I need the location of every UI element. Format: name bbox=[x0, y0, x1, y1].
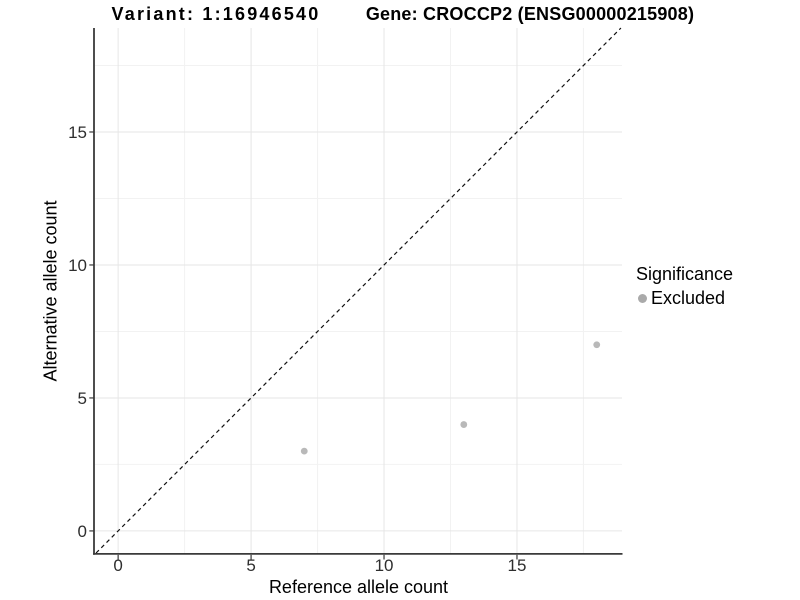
y-axis-title: Alternative allele count bbox=[40, 200, 61, 382]
x-axis-tick-label: 15 bbox=[508, 556, 527, 575]
y-axis-tick-label: 5 bbox=[78, 389, 87, 408]
data-point bbox=[593, 341, 601, 349]
plot-title-variant: Variant: 1:16946540 bbox=[111, 4, 321, 24]
data-point bbox=[460, 421, 468, 428]
plot-title-gene: Gene: CROCCP2 (ENSG00000215908) bbox=[365, 4, 695, 24]
legend-title: Significance bbox=[636, 264, 734, 284]
x-axis-tick-label: 0 bbox=[113, 556, 122, 575]
y-axis-tick-label: 15 bbox=[68, 123, 87, 142]
x-axis-tick-label: 5 bbox=[246, 556, 255, 575]
legend-item-label: Excluded bbox=[651, 288, 726, 308]
x-axis-title: Reference allele count bbox=[268, 577, 449, 597]
y-axis-tick-label: 10 bbox=[68, 256, 87, 275]
legend-item-excluded: Excluded bbox=[638, 288, 733, 309]
legend: Significance Excluded bbox=[636, 264, 733, 309]
x-axis-tick-label: 10 bbox=[375, 556, 394, 575]
legend-point-icon bbox=[638, 294, 647, 303]
y-axis-tick-label: 0 bbox=[78, 522, 87, 541]
data-point bbox=[300, 447, 308, 455]
identity-reference-line bbox=[95, 27, 622, 554]
